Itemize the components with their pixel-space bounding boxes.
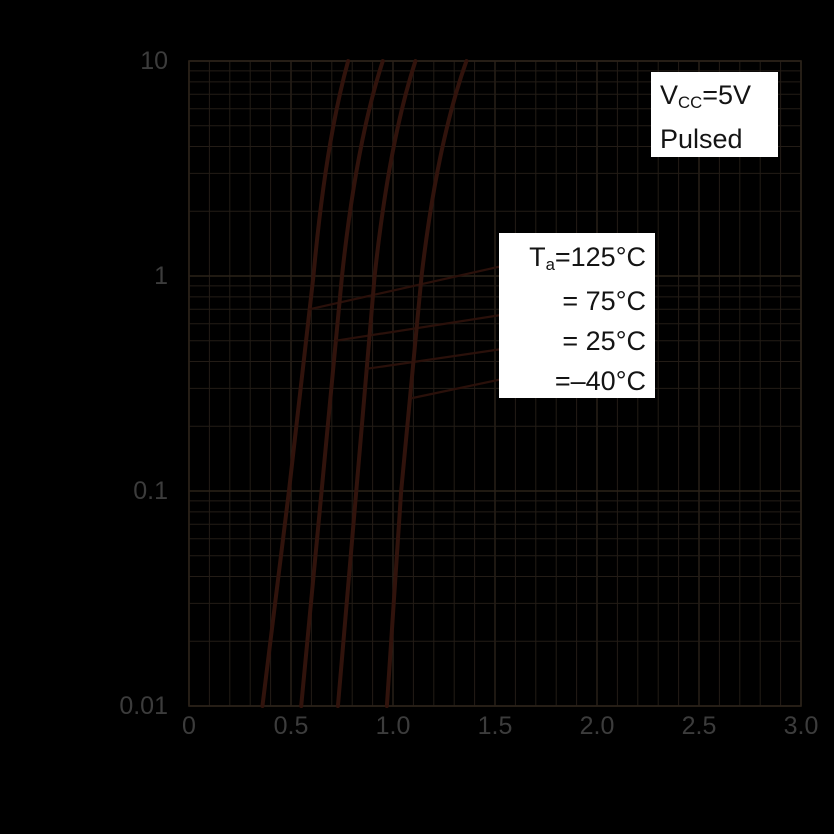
branch-line-Ta=75°C <box>335 311 520 342</box>
legend-line-125c: Ta=125°C <box>529 242 646 274</box>
steep-curve-Ta=125°C <box>260 59 351 708</box>
legend-line-75c: = 75°C <box>562 286 646 316</box>
temperature-curves <box>260 59 520 708</box>
x-tick-1.5: 1.5 <box>477 712 513 740</box>
y-tick-0.1: 0.1 <box>133 477 168 505</box>
steep-curve-Ta=-40°C <box>384 59 469 708</box>
legend-line-25c: = 25°C <box>562 326 646 356</box>
x-tick-0: 0 <box>182 712 196 740</box>
steep-curve-Ta=25°C <box>335 59 418 708</box>
x-tick-1.0: 1.0 <box>375 712 411 740</box>
pulsed-condition-line: Pulsed <box>660 124 743 154</box>
x-tick-2.5: 2.5 <box>681 712 717 740</box>
x-tick-2.0: 2.0 <box>579 712 615 740</box>
y-tick-0.01: 0.01 <box>119 692 168 720</box>
vcc-condition-line: VCC=5V <box>660 80 751 112</box>
test-condition-box: VCC=5V Pulsed <box>651 72 778 157</box>
branch-line-Ta=125°C <box>309 261 520 311</box>
ta-subscript: a <box>545 254 555 274</box>
steep-curve-Ta=75°C <box>299 59 385 708</box>
temperature-legend-box: Ta=125°C = 75°C = 25°C =–40°C <box>499 233 655 398</box>
x-tick-0.5: 0.5 <box>273 712 309 740</box>
legend-line-minus40c: =–40°C <box>554 366 646 396</box>
vcc-subscript: CC <box>678 92 703 112</box>
y-tick-10: 10 <box>140 47 168 75</box>
x-tick-3.0: 3.0 <box>783 712 819 740</box>
y-tick-1: 1 <box>154 262 168 290</box>
branch-line-Ta=25°C <box>366 345 520 370</box>
